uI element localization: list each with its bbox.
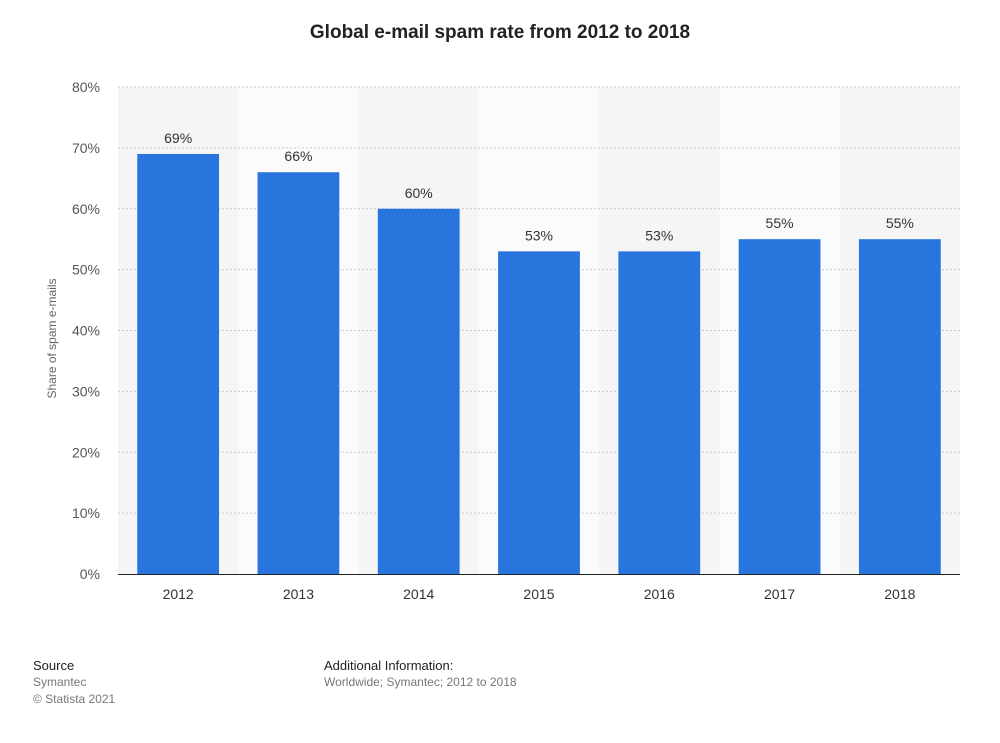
- bar-2018: [858, 239, 941, 574]
- info-text: Worldwide; Symantec; 2012 to 2018: [324, 675, 517, 689]
- x-tick-label: 2016: [644, 586, 675, 602]
- y-tick-label: 70%: [72, 140, 100, 156]
- bar-chart: 0% 10% 20% 30% 40% 50% 60% 70% 80% 69% 66% 60% 53% 5…: [45, 79, 960, 602]
- x-tick-label: 2013: [283, 586, 314, 602]
- data-label: 66%: [284, 148, 312, 164]
- bar-2013: [257, 172, 340, 574]
- x-tick-label: 2014: [403, 586, 434, 602]
- source-heading: Source: [33, 658, 75, 673]
- y-tick-label: 30%: [72, 383, 100, 399]
- y-tick-label: 0%: [80, 566, 100, 582]
- copyright-text: © Statista 2021: [33, 692, 116, 706]
- x-tick-label: 2012: [163, 586, 194, 602]
- bar-2014: [377, 208, 460, 574]
- x-tick-label: 2017: [764, 586, 795, 602]
- source-block: Source Symantec © Statista 2021: [33, 657, 115, 708]
- y-tick-label: 20%: [72, 444, 100, 460]
- y-tick-label: 80%: [72, 79, 100, 95]
- data-label: 55%: [886, 215, 914, 231]
- bar-2016: [618, 251, 701, 575]
- y-tick-label: 50%: [72, 262, 100, 278]
- x-tick-label: 2018: [884, 586, 915, 602]
- source-name: Symantec: [33, 675, 87, 689]
- additional-info-block: Additional Information: Worldwide; Syman…: [324, 657, 517, 691]
- bar-2015: [498, 251, 580, 575]
- x-tick-label: 2015: [523, 586, 554, 602]
- bar-2012: [137, 153, 220, 574]
- data-label: 69%: [164, 130, 192, 146]
- y-tick-label: 10%: [72, 505, 100, 521]
- data-label: 53%: [525, 227, 553, 243]
- data-label: 53%: [645, 227, 673, 243]
- bar-2017: [738, 239, 821, 574]
- y-tick-label: 40%: [72, 323, 100, 339]
- data-label: 55%: [766, 215, 794, 231]
- info-heading: Additional Information:: [324, 658, 454, 673]
- y-axis-label: Share of spam e-mails: [45, 278, 59, 398]
- y-tick-label: 60%: [72, 201, 100, 217]
- chart-title: Global e-mail spam rate from 2012 to 201…: [309, 22, 691, 43]
- data-label: 60%: [405, 185, 433, 201]
